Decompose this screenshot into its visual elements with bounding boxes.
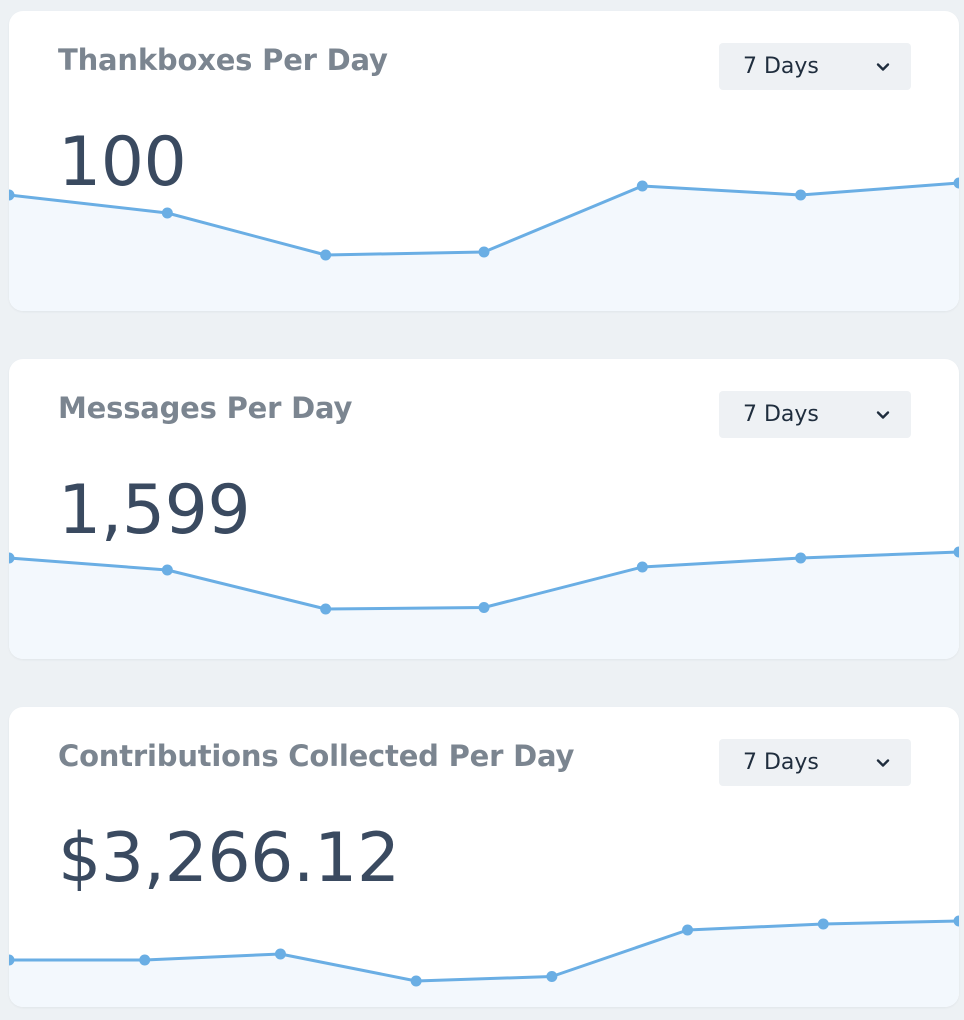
sparkline-area [9,183,959,311]
range-select[interactable]: 7 Days [719,391,911,438]
chevron-down-icon [876,63,890,71]
sparkline-point [9,189,15,201]
sparkline-point [478,246,490,258]
sparkline-point [139,954,151,966]
card-title: Messages Per Day [58,391,353,425]
sparkline-point [274,948,286,960]
sparkline-point [682,924,694,936]
metric-value: $3,266.12 [58,819,400,898]
sparkline-point [636,180,648,192]
sparkline-point [795,189,807,201]
thankboxes-card: Thankboxes Per Day 7 Days 100 [9,11,959,311]
chevron-down-icon [876,759,890,767]
sparkline-line [9,919,959,983]
sparkline-point [953,177,959,189]
chevron-down-icon [876,411,890,419]
thankboxes-sparkline [9,177,959,311]
range-select[interactable]: 7 Days [719,43,911,90]
sparkline-point [9,954,15,966]
messages-card: Messages Per Day 7 Days 1,599 [9,359,959,659]
range-select[interactable]: 7 Days [719,739,911,786]
contributions-card: Contributions Collected Per Day 7 Days $… [9,707,959,1007]
sparkline-area [9,552,959,659]
metric-value: 100 [58,123,187,202]
sparkline-point [161,564,173,576]
sparkline-point [795,552,807,564]
sparkline-point [320,603,332,615]
sparkline-point [320,249,332,261]
contributions-sparkline [9,915,959,1007]
range-select-label: 7 Days [743,54,819,79]
range-select-label: 7 Days [743,402,819,427]
sparkline-point [546,971,558,982]
card-title: Contributions Collected Per Day [58,739,575,773]
sparkline-point [953,546,959,558]
sparkline-point [478,602,490,613]
sparkline-point [817,918,829,930]
sparkline-area [9,921,959,1007]
sparkline-point [9,552,15,564]
sparkline-point [953,915,959,927]
range-select-label: 7 Days [743,750,819,775]
messages-sparkline [9,546,959,659]
card-title: Thankboxes Per Day [58,43,388,77]
sparkline-point [636,561,648,573]
metric-value: 1,599 [58,471,251,550]
sparkline-point [161,207,173,219]
sparkline-point [410,975,422,987]
